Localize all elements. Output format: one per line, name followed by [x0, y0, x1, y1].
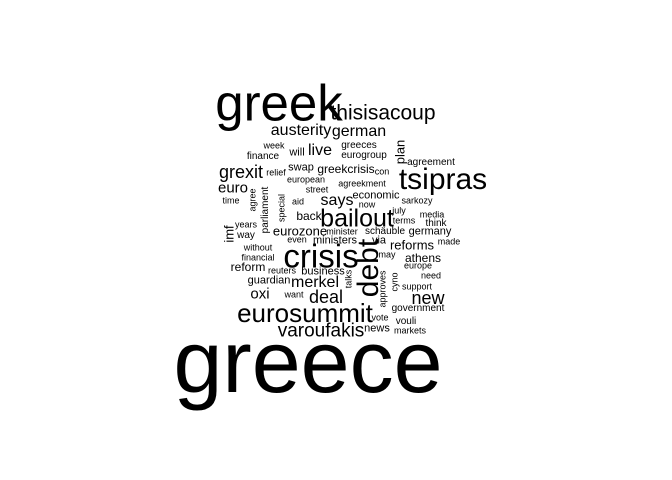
word-europe: europe	[403, 260, 433, 271]
word-news: news	[364, 322, 390, 335]
word-media: media	[419, 209, 445, 220]
word-eurozone: eurozone	[272, 223, 328, 239]
word-way: way	[237, 230, 255, 241]
word-via: via	[371, 234, 387, 247]
word-without: without	[243, 242, 273, 253]
word-need: need	[420, 270, 442, 281]
word-will: will	[289, 146, 305, 159]
word-varoufakis: varoufakis	[277, 320, 365, 342]
word-athens: athens	[404, 251, 442, 265]
word-finance: finance	[246, 151, 280, 162]
word-live: live	[307, 142, 333, 159]
word-markets: markets	[393, 325, 427, 336]
word-relief: relief	[266, 167, 286, 178]
word-guardian: guardian	[247, 274, 291, 287]
word-sarkozy: sarkozy	[401, 195, 433, 206]
word-thisisacoup: thisisacoup	[330, 101, 436, 125]
word-imf: imf	[221, 225, 237, 243]
word-made: made	[437, 236, 461, 247]
word-financial: financial	[241, 252, 275, 263]
word-grexit: grexit	[218, 162, 264, 182]
word-time: time	[222, 195, 240, 206]
word-deal: deal	[308, 287, 344, 307]
word-vouli: vouli	[395, 316, 417, 327]
word-reform: reform	[230, 260, 266, 274]
word-talks: talks	[343, 269, 354, 289]
word-support: support	[401, 281, 433, 292]
word-germany: germany	[408, 225, 452, 238]
word-years: years	[234, 219, 258, 230]
word-merkel: merkel	[290, 274, 340, 291]
word-may: may	[378, 249, 396, 260]
word-cyno: cyno	[389, 272, 400, 292]
word-even: even	[287, 234, 307, 245]
word-con: con	[374, 166, 390, 177]
word-euro: euro	[217, 179, 249, 197]
word-reforms: reforms	[389, 237, 435, 253]
word-greek: greek	[215, 74, 343, 132]
word-greece: greece	[173, 312, 443, 411]
word-economic: economic	[352, 189, 400, 202]
word-greeces: greeces	[341, 140, 377, 151]
word-bailout: bailout	[320, 204, 394, 233]
word-vote: vote	[371, 312, 389, 323]
word-crisis: crisis	[283, 237, 359, 275]
word-july: july	[392, 205, 406, 216]
word-european: european	[286, 174, 326, 185]
word-german: german	[331, 123, 387, 140]
word-austerity: austerity	[270, 122, 332, 139]
word-eurogroup: eurogroup	[341, 150, 387, 161]
word-ministers: ministers	[312, 234, 358, 247]
word-now: now	[358, 199, 376, 210]
word-agreekment: agreekment	[338, 178, 386, 189]
word-week: week	[263, 140, 285, 151]
word-plan: plan	[392, 139, 408, 165]
word-swap: swap	[288, 161, 314, 174]
word-government: government	[391, 303, 445, 314]
word-aid: aid	[291, 196, 305, 207]
word-says: says	[320, 192, 354, 209]
word-back: back	[296, 209, 322, 223]
word-eurosummit: eurosummit	[237, 298, 373, 328]
word-approves: approves	[377, 270, 388, 308]
word-agreement: agreement	[407, 157, 455, 168]
word-agree: agree	[247, 188, 258, 212]
word-think: think	[425, 218, 447, 229]
word-parliament: parliament	[260, 186, 271, 234]
word-reuters: reuters	[267, 265, 297, 276]
word-minister: minister	[326, 226, 358, 237]
word-schäuble: schäuble	[364, 226, 406, 237]
word-tsipras: tsipras	[398, 163, 488, 196]
word-greekcrisis: greekcrisis	[317, 162, 375, 176]
word-business: business	[301, 265, 345, 278]
word-special: special	[276, 193, 287, 223]
word-terms: terms	[392, 215, 416, 226]
word-want: want	[284, 289, 304, 300]
word-new: new	[411, 288, 445, 308]
word-oxi: oxi	[250, 285, 270, 303]
word-street: street	[305, 184, 329, 195]
